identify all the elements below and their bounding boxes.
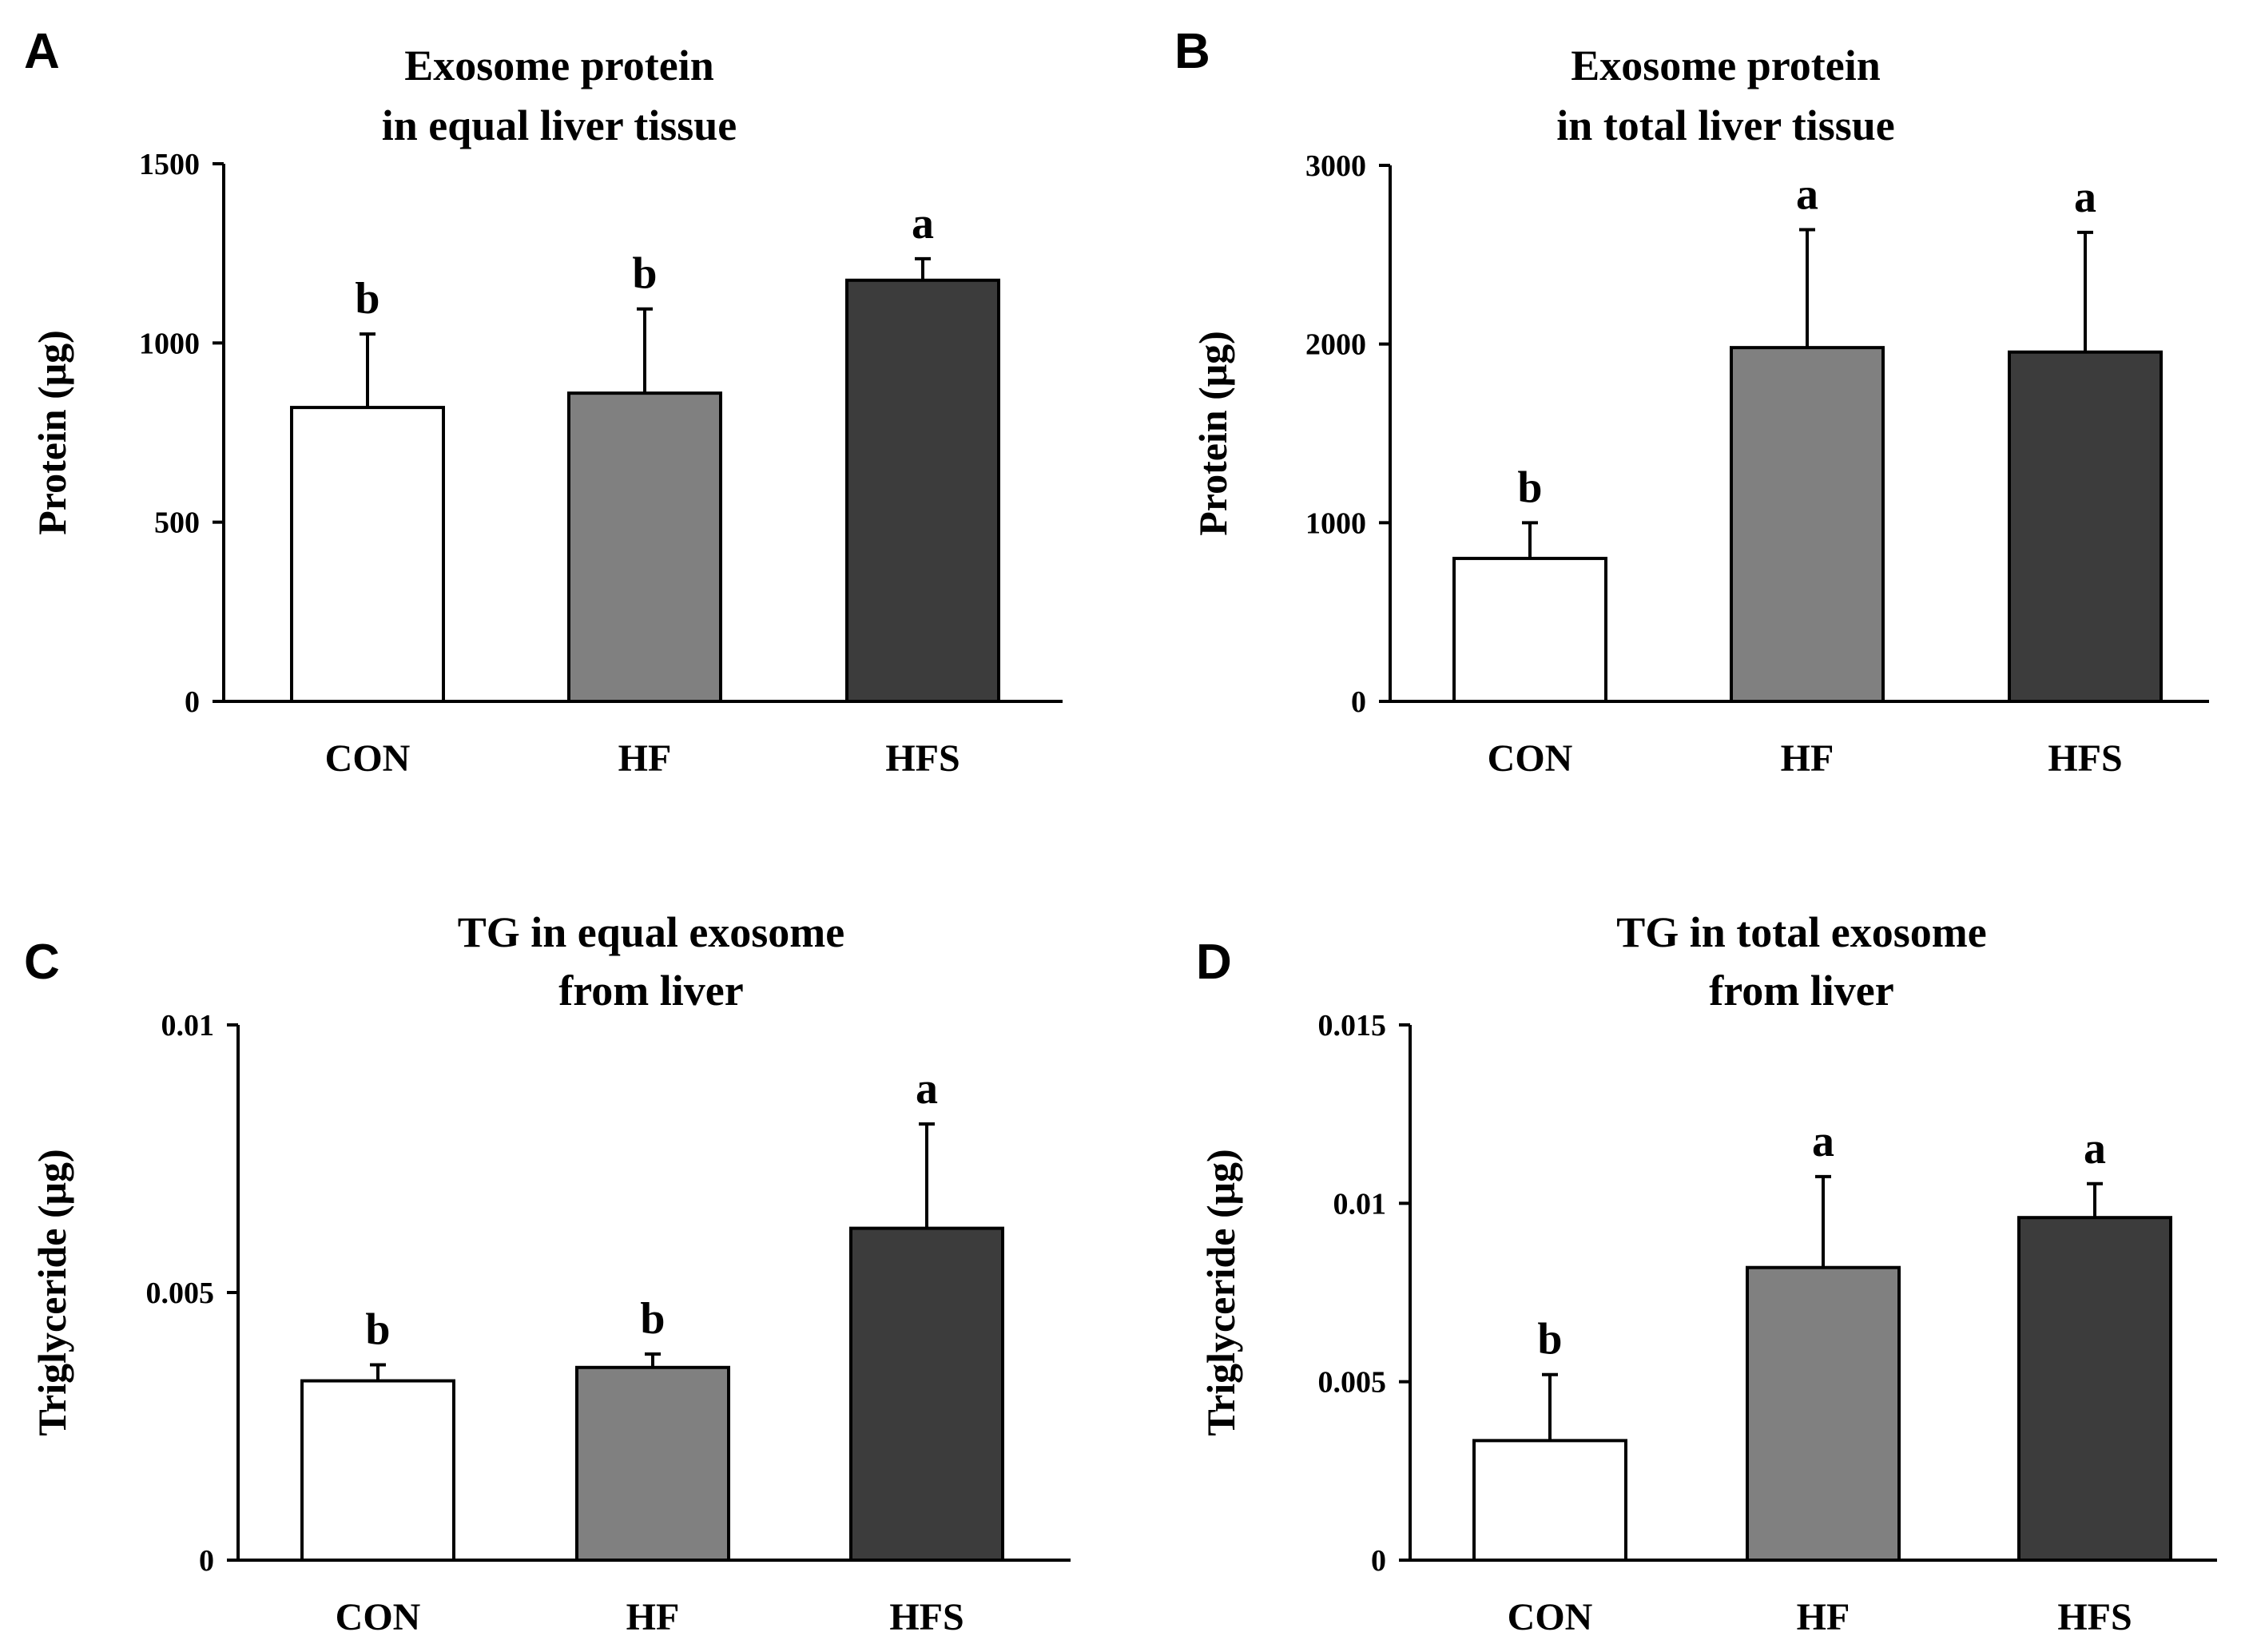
y-tick-label-c-1: 0.005 bbox=[146, 1277, 215, 1310]
significance-b-hfs: a bbox=[2074, 173, 2096, 222]
category-label-d-hf: HF bbox=[1797, 1596, 1850, 1638]
y-tick-label-a-2: 1000 bbox=[139, 327, 200, 360]
y-axis-label-d: Triglyceride (μg) bbox=[1198, 1149, 1243, 1436]
y-tick-label-a-1: 500 bbox=[154, 506, 200, 540]
bar-a-hf bbox=[567, 391, 722, 703]
significance-c-hf: b bbox=[640, 1294, 665, 1344]
category-label-a-con: CON bbox=[325, 737, 411, 780]
significance-c-hfs: a bbox=[916, 1064, 938, 1114]
category-label-b-con: CON bbox=[1488, 737, 1573, 780]
chart-title-b-line-1: Exosome protein bbox=[1571, 42, 1881, 89]
category-label-d-con: CON bbox=[1508, 1596, 1593, 1638]
panel-letter-c: C bbox=[24, 935, 60, 990]
significance-d-con: b bbox=[1537, 1315, 1562, 1364]
significance-a-hfs: a bbox=[912, 199, 934, 248]
bar-b-hfs bbox=[2008, 350, 2163, 703]
bar-c-hfs bbox=[849, 1226, 1004, 1562]
category-label-a-hf: HF bbox=[618, 737, 672, 780]
category-label-b-hfs: HFS bbox=[2048, 737, 2122, 780]
y-tick-label-d-1: 0.005 bbox=[1318, 1366, 1387, 1400]
chart-panel-c: C TG in equal exosome from liver Triglyceri… bbox=[24, 908, 1071, 1638]
chart-title-a-line-1: Exosome protein bbox=[404, 42, 714, 89]
significance-a-con: b bbox=[355, 274, 379, 324]
significance-d-hfs: a bbox=[2084, 1124, 2106, 1173]
chart-title-c-line-1: TG in equal exosome bbox=[458, 908, 845, 956]
bar-a-hfs bbox=[845, 278, 1000, 704]
y-tick-label-b-3: 3000 bbox=[1305, 149, 1366, 183]
y-tick-label-b-0: 0 bbox=[1351, 685, 1366, 719]
y-tick-label-d-2: 0.01 bbox=[1333, 1187, 1387, 1221]
y-axis-label-c: Triglyceride (μg) bbox=[30, 1149, 74, 1436]
significance-b-hf: a bbox=[1796, 170, 1818, 220]
bar-d-hf bbox=[1746, 1265, 1901, 1562]
panel-letter-a: A bbox=[24, 24, 60, 79]
panel-letter-d: D bbox=[1196, 935, 1232, 990]
y-tick-label-c-0: 0 bbox=[199, 1544, 214, 1578]
category-label-c-con: CON bbox=[336, 1596, 421, 1638]
y-tick-label-b-2: 2000 bbox=[1305, 328, 1366, 362]
chart-title-c-line-2: from liver bbox=[558, 967, 743, 1015]
y-tick-label-c-2: 0.01 bbox=[161, 1009, 215, 1042]
y-axis-label-b: Protein (μg) bbox=[1190, 331, 1235, 536]
category-label-d-hfs: HFS bbox=[2057, 1596, 2132, 1638]
bar-d-hfs bbox=[2017, 1216, 2172, 1562]
y-tick-label-b-1: 1000 bbox=[1305, 506, 1366, 540]
y-tick-label-d-0: 0 bbox=[1371, 1544, 1386, 1578]
bar-d-con bbox=[1472, 1439, 1627, 1563]
category-label-c-hf: HF bbox=[626, 1596, 680, 1638]
chart-title-a-line-2: in equal liver tissue bbox=[382, 101, 737, 149]
bar-c-con bbox=[300, 1379, 455, 1563]
bar-b-hf bbox=[1730, 346, 1885, 703]
bar-b-con bbox=[1452, 557, 1607, 703]
significance-d-hf: a bbox=[1812, 1117, 1834, 1166]
category-label-a-hfs: HFS bbox=[885, 737, 960, 780]
y-tick-label-d-3: 0.015 bbox=[1318, 1009, 1387, 1042]
significance-c-con: b bbox=[365, 1305, 390, 1354]
chart-panel-b: B Exosome protein in total liver tissue Pro… bbox=[1174, 24, 2209, 780]
bar-c-hf bbox=[575, 1365, 730, 1563]
chart-panel-a: A Exosome protein in equal liver tissue Pro… bbox=[24, 24, 1063, 780]
y-tick-label-a-0: 0 bbox=[185, 685, 200, 719]
significance-b-con: b bbox=[1517, 463, 1542, 512]
chart-title-d-line-1: TG in total exosome bbox=[1616, 908, 1986, 956]
y-tick-label-a-3: 1500 bbox=[139, 148, 200, 181]
bar-a-con bbox=[290, 406, 445, 703]
category-label-c-hfs: HFS bbox=[889, 1596, 964, 1638]
y-axis-label-a: Protein (μg) bbox=[30, 330, 74, 535]
panel-letter-b: B bbox=[1174, 24, 1210, 79]
category-label-b-hf: HF bbox=[1781, 737, 1834, 780]
chart-title-b-line-2: in total liver tissue bbox=[1556, 101, 1894, 149]
chart-title-d-line-2: from liver bbox=[1709, 967, 1893, 1015]
significance-a-hf: b bbox=[632, 249, 657, 299]
chart-panel-d: D TG in total exosome from liver Triglyceri… bbox=[1196, 908, 2217, 1638]
